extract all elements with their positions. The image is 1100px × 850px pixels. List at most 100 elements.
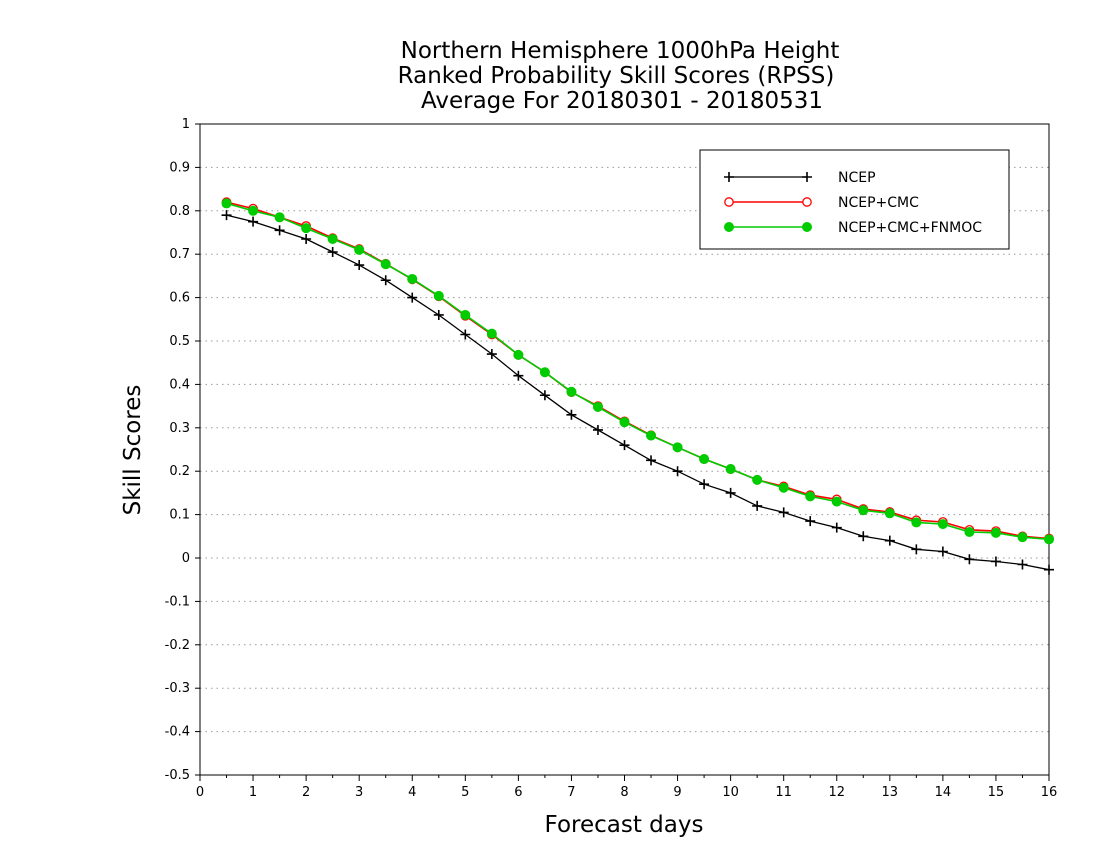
x-tick-label: 12 — [828, 785, 845, 800]
y-tick-label: 0 — [182, 551, 190, 566]
x-tick-label: 6 — [514, 785, 522, 800]
data-point — [460, 309, 471, 320]
legend-marker — [802, 197, 812, 207]
y-tick-label: -0.5 — [165, 768, 190, 783]
x-tick-label: 11 — [775, 785, 792, 800]
data-point — [407, 273, 418, 284]
chart-title-line-1: Northern Hemisphere 1000hPa Height — [401, 38, 840, 64]
y-tick-label: 0.8 — [169, 204, 190, 219]
data-point — [937, 519, 948, 530]
data-point — [778, 482, 789, 493]
data-point — [911, 544, 922, 555]
y-tick-label: 0.9 — [169, 160, 190, 175]
data-point — [884, 508, 895, 519]
data-point — [539, 390, 550, 401]
axis-ticks: 1 0.9 0.8 0.7 0.6 0.5 0.4 0.3 0.2 0.1 0 -0.1 -0.2 -0.… — [165, 117, 1058, 800]
data-point — [327, 247, 338, 258]
data-point — [619, 440, 630, 451]
legend: NCEP NCEP+CMC NCEP+CMC+FNMOC — [699, 149, 1010, 250]
y-tick-label: -0.3 — [165, 681, 190, 696]
y-tick-label: 0.6 — [169, 291, 190, 306]
y-tick-label: -0.2 — [165, 638, 190, 653]
data-point — [327, 234, 338, 245]
data-point — [407, 292, 418, 303]
data-point — [752, 500, 763, 511]
y-tick-label: -0.4 — [165, 725, 190, 740]
data-point — [858, 505, 869, 516]
gridlines — [200, 166, 1049, 733]
series-line-ncep-cmc — [226, 201, 1050, 540]
data-point — [1044, 564, 1054, 575]
chart-title-line-3: Average For 20180301 - 20180531 — [421, 88, 823, 114]
data-point — [380, 275, 391, 286]
chart-title-line-2: Ranked Probability Skill Scores (RPSS) — [398, 63, 835, 89]
data-point — [1017, 559, 1028, 570]
data-point — [380, 259, 391, 270]
data-point — [301, 234, 312, 245]
data-point — [752, 474, 763, 485]
data-point — [725, 464, 736, 475]
y-tick-label: 0.2 — [169, 464, 190, 479]
data-point — [513, 370, 524, 381]
data-point — [805, 491, 816, 502]
legend-label: NCEP+CMC — [838, 195, 919, 211]
legend-marker — [802, 222, 812, 232]
y-tick-label: 0.4 — [169, 377, 190, 392]
y-tick-label: 1 — [182, 117, 190, 132]
x-tick-label: 5 — [461, 785, 469, 800]
x-tick-label: 9 — [673, 785, 681, 800]
data-point — [831, 522, 842, 533]
x-tick-label: 8 — [620, 785, 628, 800]
legend-marker — [724, 172, 734, 182]
data-point — [884, 535, 895, 546]
data-point — [274, 212, 285, 223]
data-point — [592, 401, 603, 412]
x-tick-label: 13 — [882, 785, 899, 800]
data-point — [1017, 532, 1028, 543]
data-point — [646, 455, 657, 466]
data-point — [937, 546, 948, 557]
legend-label: NCEP+CMC+FNMOC — [838, 220, 982, 236]
data-point — [566, 409, 577, 420]
data-point — [513, 349, 524, 360]
data-point — [354, 244, 365, 255]
x-tick-label: 0 — [196, 785, 204, 800]
x-tick-label: 1 — [249, 785, 257, 800]
data-point — [725, 487, 736, 498]
legend-marker — [724, 197, 734, 207]
series-lines — [221, 197, 1054, 575]
data-point — [566, 386, 577, 397]
data-point — [831, 496, 842, 507]
data-point — [619, 417, 630, 428]
data-point — [1044, 534, 1054, 545]
data-point — [911, 517, 922, 528]
data-point — [964, 554, 975, 565]
legend-entries: NCEP NCEP+CMC NCEP+CMC+FNMOC — [724, 170, 982, 236]
legend-marker — [802, 172, 812, 182]
x-tick-label: 16 — [1041, 785, 1058, 800]
data-point — [672, 466, 683, 477]
data-point — [592, 424, 603, 435]
data-point — [699, 454, 710, 465]
x-tick-label: 4 — [408, 785, 416, 800]
data-point — [433, 309, 444, 320]
data-point — [672, 442, 683, 453]
data-point — [486, 349, 497, 360]
y-tick-label: 0.1 — [169, 508, 190, 523]
y-tick-label: 0.5 — [169, 334, 190, 349]
x-tick-label: 14 — [935, 785, 952, 800]
legend-box — [699, 149, 1010, 250]
data-point — [539, 367, 550, 378]
y-tick-label: 0.3 — [169, 421, 190, 436]
data-point — [858, 531, 869, 542]
data-point — [221, 198, 232, 209]
data-point — [486, 328, 497, 339]
x-tick-label: 3 — [355, 785, 363, 800]
data-point — [248, 216, 259, 227]
x-tick-label: 15 — [988, 785, 1005, 800]
data-point — [248, 205, 259, 216]
data-point — [778, 507, 789, 518]
legend-label: NCEP — [838, 170, 876, 186]
data-point — [221, 210, 232, 221]
